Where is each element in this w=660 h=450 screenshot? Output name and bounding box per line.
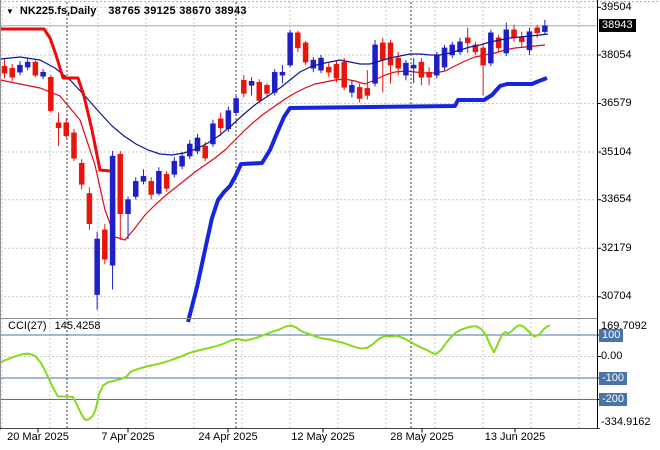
cci-level-label: -200 <box>599 393 628 406</box>
cci-zero-label: 0.00 <box>601 350 623 362</box>
cci-level-label: -100 <box>599 371 628 385</box>
symbol-period-label: NK225.fs,Daily <box>19 5 97 17</box>
price-axis-label: 38054 <box>601 48 632 61</box>
price-axis-label: 36579 <box>601 97 632 110</box>
cci-min-label: -334.9162 <box>601 415 651 428</box>
date-axis-label: 13 Jun 2025 <box>484 431 546 443</box>
chart-title: ▼ NK225.fs,Daily 38765 39125 38670 38943 <box>6 5 247 17</box>
cci-name-label: CCI(27) <box>8 320 47 332</box>
current-price-label: 38943 <box>599 18 636 32</box>
dropdown-arrow-icon: ▼ <box>6 6 14 16</box>
trend-lines-layer <box>0 27 549 323</box>
date-axis-label: 12 May 2025 <box>291 431 355 443</box>
ohlc-values-label: 38765 39125 38670 38943 <box>108 5 247 17</box>
borders-layer <box>0 0 660 433</box>
price-axis-label: 30704 <box>601 290 632 303</box>
date-axis-label: 28 May 2025 <box>390 431 454 443</box>
date-axis-label: 24 Apr 2025 <box>198 431 258 443</box>
price-axis-label: 39504 <box>601 0 632 13</box>
candles-layer <box>1 19 548 310</box>
date-axis-label: 7 Apr 2025 <box>101 431 155 443</box>
price-axis-label: 32179 <box>601 241 632 254</box>
price-axis-label: 35104 <box>601 145 632 158</box>
cci-level-label: 100 <box>599 328 624 342</box>
cci-line-layer <box>0 324 551 421</box>
date-axis-label: 20 Mar 2025 <box>7 431 69 443</box>
cci-indicator-label: CCI(27) 145.4258 <box>8 320 100 332</box>
price-axis-label: 33654 <box>601 193 632 206</box>
grid-layer <box>0 2 597 428</box>
cci-value-label: 145.4258 <box>54 320 101 332</box>
